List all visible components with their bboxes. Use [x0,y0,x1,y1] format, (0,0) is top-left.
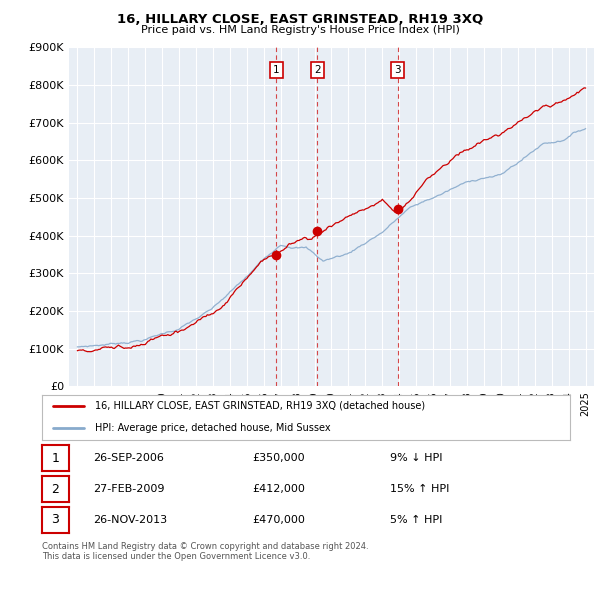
Text: £412,000: £412,000 [252,484,305,494]
Text: 16, HILLARY CLOSE, EAST GRINSTEAD, RH19 3XQ (detached house): 16, HILLARY CLOSE, EAST GRINSTEAD, RH19 … [95,401,425,411]
Text: HPI: Average price, detached house, Mid Sussex: HPI: Average price, detached house, Mid … [95,423,331,433]
Text: £470,000: £470,000 [252,515,305,525]
Text: Price paid vs. HM Land Registry's House Price Index (HPI): Price paid vs. HM Land Registry's House … [140,25,460,35]
Text: 5% ↑ HPI: 5% ↑ HPI [390,515,442,525]
Text: 3: 3 [52,513,59,526]
Text: £350,000: £350,000 [252,454,305,463]
Text: 26-NOV-2013: 26-NOV-2013 [93,515,167,525]
Text: 26-SEP-2006: 26-SEP-2006 [93,454,164,463]
Text: 1: 1 [273,65,280,75]
Text: 3: 3 [394,65,401,75]
Text: 1: 1 [52,452,59,465]
Text: Contains HM Land Registry data © Crown copyright and database right 2024.
This d: Contains HM Land Registry data © Crown c… [42,542,368,561]
Text: 27-FEB-2009: 27-FEB-2009 [93,484,164,494]
Text: 2: 2 [314,65,320,75]
Text: 16, HILLARY CLOSE, EAST GRINSTEAD, RH19 3XQ: 16, HILLARY CLOSE, EAST GRINSTEAD, RH19 … [117,13,483,26]
Text: 2: 2 [52,483,59,496]
Text: 15% ↑ HPI: 15% ↑ HPI [390,484,449,494]
Text: 9% ↓ HPI: 9% ↓ HPI [390,454,443,463]
